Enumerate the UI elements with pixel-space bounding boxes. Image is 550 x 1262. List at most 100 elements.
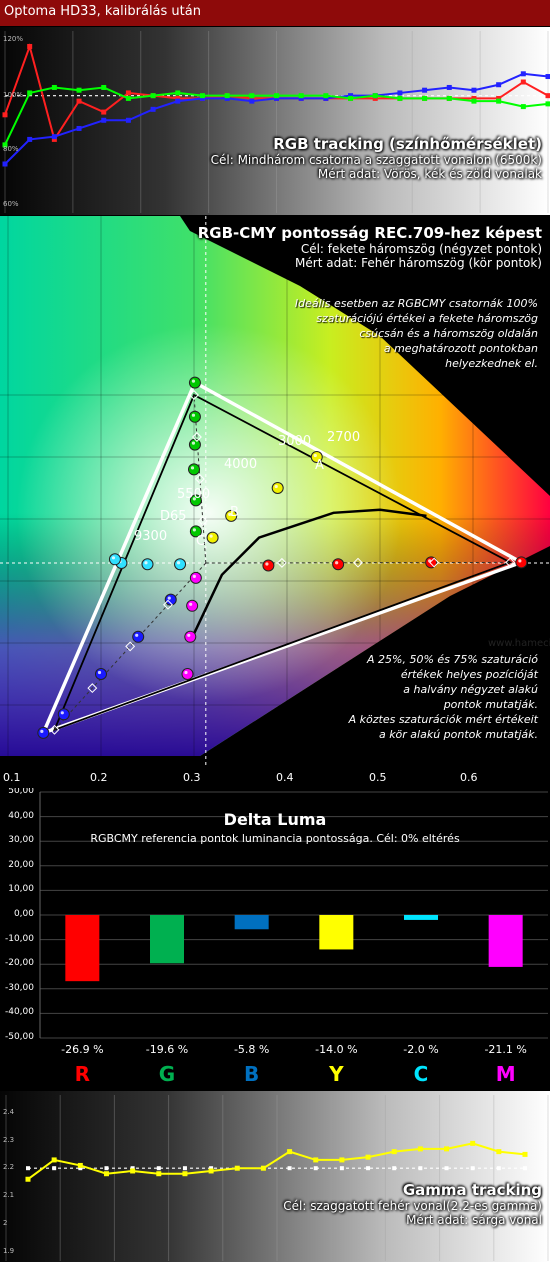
target-point xyxy=(470,1166,475,1171)
data-point xyxy=(51,136,57,142)
measured-point xyxy=(188,376,201,389)
data-point xyxy=(298,95,304,101)
data-point xyxy=(520,71,526,77)
data-point xyxy=(76,98,82,104)
rgb-tracking-chart xyxy=(2,31,550,213)
cie-note-line: a meghatározott pontokban xyxy=(383,342,538,355)
point-highlight xyxy=(191,379,196,383)
target-point xyxy=(418,1166,423,1171)
measured-point xyxy=(188,463,200,476)
target-point xyxy=(313,1166,318,1171)
data-point xyxy=(51,134,57,140)
gamma-line xyxy=(27,1142,526,1181)
data-point xyxy=(125,95,131,101)
cie-xtick: 0.6 xyxy=(460,771,478,784)
point-highlight xyxy=(192,528,196,532)
saturation-guide xyxy=(205,561,511,564)
delta-luma-chart xyxy=(39,791,548,1039)
measured-point xyxy=(181,668,194,680)
data-point xyxy=(27,136,33,142)
data-point xyxy=(76,87,82,93)
target-point xyxy=(125,641,136,652)
measured-point xyxy=(95,668,107,680)
cie-note-line: a halvány négyzet alakú xyxy=(403,683,538,696)
data-point xyxy=(175,95,181,101)
data-point xyxy=(422,95,428,101)
target-point xyxy=(182,1166,187,1171)
data-point xyxy=(417,1146,423,1152)
gamma-ytick: 2.2 xyxy=(3,1163,15,1171)
point-highlight xyxy=(313,453,317,458)
data-point xyxy=(397,90,403,96)
data-point xyxy=(76,125,82,131)
delta-luma-title: Delta Luma xyxy=(223,810,327,829)
data-point xyxy=(101,109,107,115)
target-point xyxy=(78,1166,83,1171)
data-point xyxy=(274,95,279,101)
data-point xyxy=(444,1146,450,1152)
bar-value-label: -5.8 % xyxy=(233,1043,270,1056)
data-point xyxy=(27,43,33,49)
data-point xyxy=(130,1168,136,1174)
point-highlight xyxy=(60,711,64,715)
point-highlight xyxy=(189,602,193,606)
data-point xyxy=(470,1140,476,1146)
target-point xyxy=(52,1166,57,1171)
cie-subtitle: Mért adat: Fehér háromszög (kör pontok) xyxy=(295,256,542,270)
data-point xyxy=(224,93,230,99)
point-highlight xyxy=(191,413,196,417)
point-highlight xyxy=(97,670,102,675)
bar-category-label: B xyxy=(244,1062,260,1086)
measured-point xyxy=(188,410,201,423)
point-highlight xyxy=(167,596,171,600)
cct-label: D65 xyxy=(160,509,187,524)
gamma-subtitle: Cél: szaggatott fehér vonal(2.2-es gamma… xyxy=(283,1199,542,1213)
data-point xyxy=(51,84,57,90)
point-highlight xyxy=(192,574,196,578)
data-point xyxy=(471,87,477,93)
delta-luma-ytick: -20,00 xyxy=(4,958,34,969)
data-point xyxy=(249,98,255,104)
measured-point xyxy=(37,726,50,739)
data-point xyxy=(101,84,107,90)
data-point xyxy=(496,1149,502,1155)
measured-point xyxy=(186,599,199,612)
data-point xyxy=(150,106,156,112)
bar xyxy=(234,915,269,930)
point-highlight xyxy=(190,466,195,470)
rgb-ytick: 80% xyxy=(3,145,19,153)
target-point xyxy=(429,557,440,568)
target-point xyxy=(130,1166,135,1171)
cie-note-line: A köztes szaturációk mért értékeit xyxy=(348,713,538,726)
data-point xyxy=(496,95,502,101)
target-point xyxy=(353,557,363,568)
data-point xyxy=(156,1171,162,1177)
measured-point xyxy=(189,494,202,507)
rgb-tracking-subtitle: Cél: Mindhárom csatorna a szaggatott von… xyxy=(210,153,542,167)
delta-luma-panel: Delta Luma RGBCMY referencia pontok lumi… xyxy=(0,788,550,1090)
data-point xyxy=(2,112,8,118)
data-point xyxy=(2,142,8,148)
target-point xyxy=(276,557,287,568)
delta-luma-ytick: -50,00 xyxy=(4,1032,34,1042)
data-point xyxy=(348,95,354,101)
data-point xyxy=(199,93,205,99)
gamma-subtitle: Mért adat: sárga vonal xyxy=(406,1213,542,1227)
data-point xyxy=(208,1168,214,1174)
measured-point xyxy=(174,558,187,571)
data-point xyxy=(2,161,8,167)
data-point xyxy=(520,79,526,85)
bar-category-label: C xyxy=(413,1062,429,1086)
data-point xyxy=(77,1162,83,1168)
bar xyxy=(65,915,100,982)
cct-label: 2700 xyxy=(327,430,361,445)
measured-point xyxy=(425,556,438,569)
data-point xyxy=(234,1165,240,1171)
data-point xyxy=(545,93,550,99)
delta-luma-ytick: 20,00 xyxy=(8,859,34,870)
point-highlight xyxy=(192,497,196,501)
measured-point xyxy=(271,482,284,494)
point-highlight xyxy=(184,670,188,675)
bar xyxy=(150,915,184,964)
cie-note-line: a kör alakú pontok mutatják. xyxy=(378,728,538,741)
